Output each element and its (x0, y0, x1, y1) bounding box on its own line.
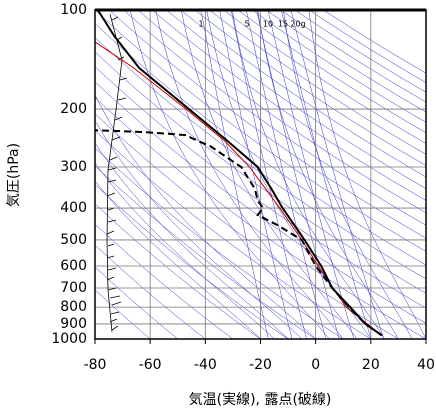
dry-adiabat (138, 10, 436, 346)
y-axis-label: 気圧(hPa) (6, 143, 22, 207)
x-tick-label: 40 (417, 357, 435, 373)
dry-adiabat (0, 10, 214, 346)
dry-adiabat (266, 10, 436, 346)
y-tick-label: 800 (60, 299, 87, 315)
x-tick-label: -20 (249, 357, 272, 373)
x-tick-label: -80 (84, 357, 107, 373)
dry-adiabat (0, 10, 186, 346)
mixing-ratio-label: 15 (278, 20, 288, 29)
dry-adiabat (166, 10, 436, 346)
y-tick-label: 400 (60, 200, 87, 216)
dry-adiabat (0, 10, 326, 346)
x-axis-label: 気温(実線), 露点(破線) (189, 392, 332, 408)
y-tick-label: 700 (60, 280, 87, 296)
mixing-ratio-label: 1 (198, 20, 203, 29)
x-tick-label: 0 (311, 357, 320, 373)
dry-adiabat (0, 10, 242, 346)
moist-adiabat (156, 10, 349, 346)
mixing-ratio-line (268, 10, 356, 346)
moist-adiabat (258, 10, 403, 346)
y-tick-label: 900 (60, 316, 87, 332)
y-tick-label: 200 (60, 101, 87, 117)
y-tick-label: 300 (60, 159, 87, 175)
temperature-line (95, 42, 382, 336)
dry-adiabat (52, 10, 436, 346)
mixing-ratio-label: 20g (290, 20, 305, 29)
x-tick-label: 20 (362, 357, 380, 373)
moist-adiabat (130, 10, 335, 346)
x-tick-label: -60 (139, 357, 162, 373)
dry-adiabat (0, 10, 298, 346)
moist-adiabat (7, 10, 267, 346)
mixing-ratio-label: 5 (244, 20, 249, 29)
moist-adiabat (49, 10, 309, 346)
y-tick-label: 100 (60, 2, 87, 18)
y-tick-label: 1000 (51, 331, 87, 347)
dry-adiabat (38, 10, 436, 346)
x-tick-label: -40 (194, 357, 217, 373)
mixing-ratio-label: 10 (263, 20, 273, 29)
y-tick-label: 600 (60, 258, 87, 274)
y-tick-label: 500 (60, 232, 87, 248)
moist-adiabat (232, 10, 389, 346)
